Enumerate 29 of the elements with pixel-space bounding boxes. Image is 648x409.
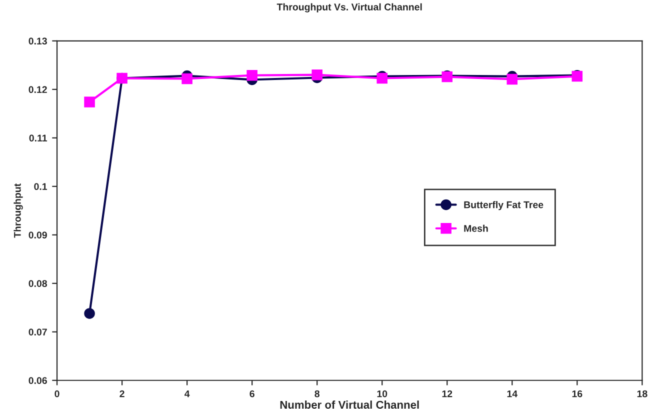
x-tick-label: 14 [507,390,518,398]
y-tick-label: 0.09 [28,232,47,238]
x-tick-label: 16 [572,390,582,398]
x-tick-label: 6 [250,390,254,398]
x-tick-label: 0 [54,390,60,398]
y-axis-title: Throughput [14,183,23,238]
x-tick-label: 4 [184,390,190,398]
legend-label: Mesh [464,224,488,232]
point [312,69,322,80]
y-tick-label: 0.1 [34,183,48,190]
point [84,96,95,108]
y-tick-label: 0.06 [28,377,47,384]
x-tick-label: 10 [377,390,388,398]
point [182,73,192,84]
y-tick-label: 0.13 [28,38,47,45]
point [506,74,518,85]
y-tick-label: 0.08 [28,280,48,287]
chart-title: Throughput Vs. Virtual Channel [276,3,422,12]
legend-label: Butterfly Fat Tree [464,201,544,210]
point [246,70,258,81]
y-tick-label: 0.07 [28,328,47,336]
x-axis-title: Number of Virtual Channel [280,400,419,409]
x-tick-label: 18 [637,390,648,398]
y-tick-label: 0.12 [28,86,47,94]
x-tick-label: 8 [314,390,320,398]
x-tick-label: 12 [442,390,452,398]
x-tick-label: 2 [120,390,124,398]
y-tick-label: 0.11 [29,134,48,142]
point [84,308,95,319]
